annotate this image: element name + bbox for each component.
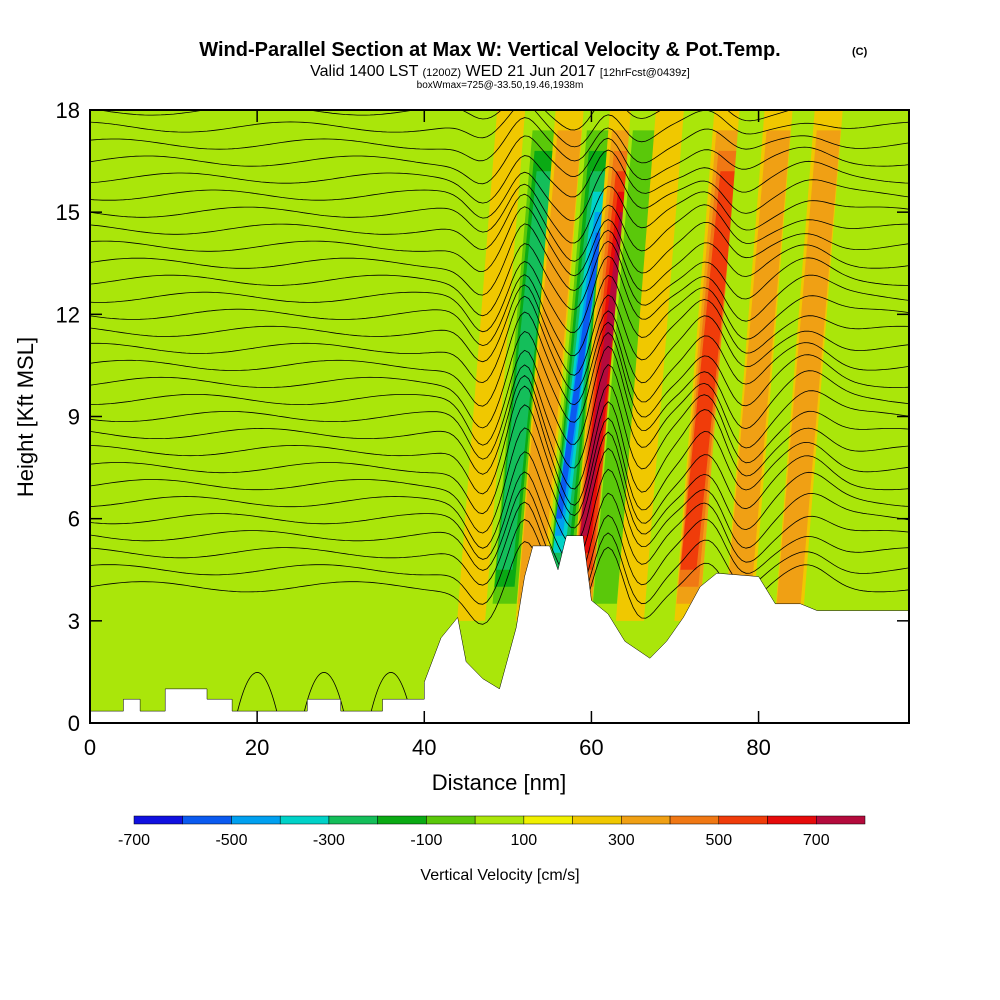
w-band <box>457 110 526 621</box>
theta-contour <box>90 501 909 598</box>
colorbar-swatch <box>377 815 427 825</box>
colorbar-title: Vertical Velocity [cm/s] <box>420 867 579 884</box>
theta-contour <box>90 374 909 490</box>
theta-contour <box>90 165 909 222</box>
chart-subtitle: Valid 1400 LST (1200Z) WED 21 Jun 2017 [… <box>310 63 690 80</box>
theta-contour <box>90 255 909 333</box>
theta-contour <box>90 345 909 446</box>
colorbar-swatch <box>231 815 281 825</box>
theta-contour <box>90 240 909 317</box>
theta-contour <box>90 223 909 296</box>
x-tick-label: 60 <box>579 735 603 760</box>
colorbar-swatch <box>621 815 671 825</box>
theta-contour <box>90 404 909 516</box>
colorbar-swatch <box>133 815 183 825</box>
colorbar-swatch <box>523 815 573 825</box>
x-tick-label: 0 <box>84 735 96 760</box>
theta-contour <box>90 295 909 392</box>
x-tick-label: 40 <box>412 735 436 760</box>
subtitle-valid: Valid 1400 LST <box>310 63 418 80</box>
colorbar-tick-label: -700 <box>118 832 150 849</box>
y-tick-label: 6 <box>68 507 80 532</box>
box-info: boxWmax=725@-33.50,19.46,1938m <box>417 80 584 91</box>
theta-contour <box>90 149 909 204</box>
w-band <box>592 130 657 604</box>
colorbar-swatch <box>328 815 378 825</box>
w-band <box>699 110 768 621</box>
theta-contour <box>90 110 909 148</box>
y-axis-label: Height [Kft MSL] <box>13 337 38 497</box>
y-tick-label: 9 <box>68 405 80 430</box>
theta-contour <box>90 284 909 376</box>
colorbar-swatch <box>816 815 866 825</box>
colorbar-tick-label: 500 <box>705 832 732 849</box>
chart-title: Wind-Parallel Section at Max W: Vertical… <box>199 39 780 61</box>
colorbar: -700 -500 -300 -100 100 300 500 700 <box>118 815 866 849</box>
y-tick-label: 18 <box>56 98 80 123</box>
y-tick-label: 3 <box>68 609 80 634</box>
w-band-background <box>427 110 455 723</box>
theta-contour-low <box>303 672 345 713</box>
w-band-background <box>126 110 155 723</box>
theta-contour <box>90 487 909 585</box>
theta-contour <box>90 206 909 277</box>
copyright-mark: (C) <box>852 46 868 58</box>
theta-contour <box>90 274 909 357</box>
colorbar-tick-label: 300 <box>608 832 635 849</box>
theta-contour-low <box>370 672 412 713</box>
subtitle-utc: (1200Z) <box>423 67 462 79</box>
y-tick-label: 0 <box>68 711 80 736</box>
colorbar-swatch <box>279 815 330 825</box>
x-tick-label: 80 <box>746 735 770 760</box>
subtitle-date: WED 21 Jun 2017 <box>466 63 596 80</box>
theta-contour <box>90 385 909 506</box>
theta-contour <box>90 183 909 244</box>
w-band-background <box>376 110 405 723</box>
theta-contour <box>90 117 909 164</box>
colorbar-swatch <box>426 815 476 825</box>
x-axis-label: Distance [nm] <box>432 770 567 795</box>
w-band <box>680 171 737 570</box>
w-band <box>517 130 582 604</box>
w-band <box>776 130 841 604</box>
w-band <box>580 232 627 519</box>
w-band <box>726 130 791 604</box>
colorbar-tick-label: -300 <box>313 832 345 849</box>
w-band <box>615 110 684 621</box>
w-band-background <box>209 110 238 723</box>
theta-contour <box>90 364 909 469</box>
theta-contour <box>90 541 909 625</box>
axes: 0 20 40 60 80 0 3 6 9 12 15 18 <box>56 98 909 760</box>
w-band <box>496 171 553 570</box>
colorbar-swatch <box>182 815 232 825</box>
colorbar-tick-label: -500 <box>215 832 247 849</box>
y-tick-label: 12 <box>56 302 80 327</box>
theta-contour <box>90 519 909 609</box>
colorbar-swatch <box>767 815 817 825</box>
colorbar-swatch <box>718 815 768 825</box>
terrain-mask <box>90 535 909 723</box>
colorbar-swatch <box>474 815 525 825</box>
x-tick-label: 20 <box>245 735 269 760</box>
theta-contour <box>90 311 909 407</box>
theta-contour <box>90 468 909 566</box>
theta-contour <box>90 193 909 262</box>
colorbar-swatch <box>669 815 720 825</box>
w-band <box>555 232 602 519</box>
colorbar-swatch <box>572 815 622 825</box>
theta-contour <box>90 135 909 185</box>
theta-contour <box>90 331 909 429</box>
theta-contour-low <box>236 672 278 713</box>
potential-temperature-contours <box>90 110 909 713</box>
theta-contour <box>96 110 792 131</box>
theta-contour <box>90 447 909 549</box>
theta-contour <box>90 427 909 534</box>
colorbar-tick-label: -100 <box>410 832 442 849</box>
colorbar-tick-label: 700 <box>803 832 830 849</box>
colorbar-tick-label: 100 <box>511 832 538 849</box>
subtitle-fcst: [12hrFcst@0439z] <box>600 67 690 79</box>
y-tick-label: 15 <box>56 200 80 225</box>
